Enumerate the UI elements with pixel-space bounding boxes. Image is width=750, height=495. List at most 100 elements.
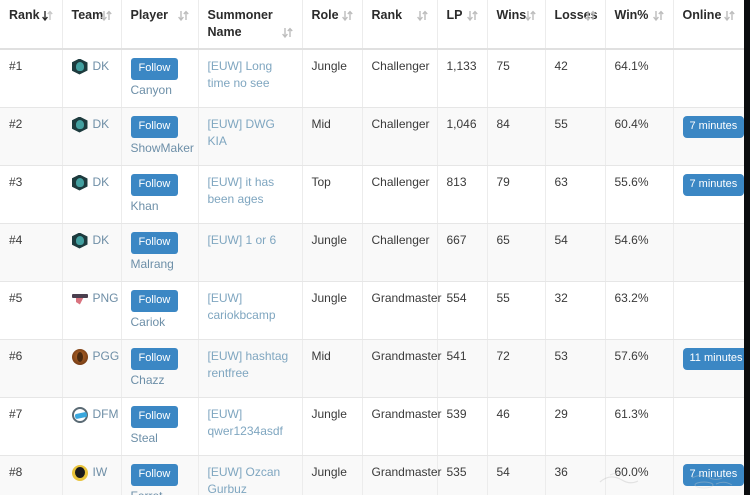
sort-both-icon[interactable]: [584, 10, 596, 23]
player-name-link[interactable]: Chazz: [130, 373, 165, 387]
cell-losses: 29: [545, 397, 606, 456]
table-row: #5 PNG Follow Cariok [EUW] cariokbcamp Jungle…: [0, 281, 745, 340]
cell-losses: 63: [545, 165, 606, 224]
cell-wins: 55: [487, 281, 546, 340]
cell-summoner-name[interactable]: [EUW] cariokbcamp: [198, 281, 303, 340]
cell-online: [673, 281, 745, 340]
cell-team[interactable]: DK: [62, 49, 122, 108]
player-name-link[interactable]: Malrang: [130, 257, 174, 271]
follow-button[interactable]: Follow: [130, 58, 179, 80]
cell-team[interactable]: PNG: [62, 281, 122, 340]
summoner-name-link[interactable]: [EUW] it has been ages: [207, 175, 275, 206]
sort-both-icon[interactable]: [652, 10, 664, 23]
team-abbr-label: IW: [92, 465, 108, 479]
summoner-name-link[interactable]: [EUW] Ozcan Gurbuz: [207, 465, 281, 495]
cell-online: 7 minutes: [673, 455, 745, 495]
follow-button[interactable]: Follow: [130, 464, 179, 486]
cell-role: Top: [302, 165, 363, 224]
dk-logo-icon: [71, 116, 88, 133]
follow-button[interactable]: Follow: [130, 116, 179, 138]
cell-lp: 1,046: [437, 107, 488, 166]
player-name-link[interactable]: Cariok: [130, 315, 166, 329]
player-name-link[interactable]: ShowMaker: [130, 141, 194, 155]
cell-rank: #2: [0, 107, 63, 166]
follow-button[interactable]: Follow: [130, 348, 179, 370]
sort-both-icon[interactable]: [177, 10, 189, 23]
column-header-losses[interactable]: Losses: [545, 0, 606, 50]
cell-summoner-name[interactable]: [EUW] 1 or 6: [198, 223, 303, 282]
follow-button[interactable]: Follow: [130, 174, 179, 196]
team-abbr-label: DK: [92, 59, 110, 73]
cell-player: Follow Chazz: [121, 339, 199, 398]
follow-button[interactable]: Follow: [130, 290, 179, 312]
dk-logo-icon: [71, 232, 88, 249]
sort-both-icon[interactable]: [341, 10, 353, 23]
cell-summoner-name[interactable]: [EUW] DWG KIA: [198, 107, 303, 166]
follow-button[interactable]: Follow: [130, 232, 179, 254]
column-header-lp[interactable]: LP: [437, 0, 488, 50]
player-name-link[interactable]: Canyon: [130, 83, 172, 97]
column-header-online[interactable]: Online: [673, 0, 745, 50]
table-row: #2 DK Follow ShowMaker [EUW] DWG KIA Mid Chall…: [0, 107, 745, 166]
cell-player: Follow Ferret: [121, 455, 199, 495]
summoner-name-link[interactable]: [EUW] 1 or 6: [207, 233, 277, 247]
sort-active-desc-icon[interactable]: [41, 10, 53, 23]
cell-summoner-name[interactable]: [EUW] Long time no see: [198, 49, 303, 108]
sort-both-icon[interactable]: [723, 10, 735, 23]
player-name-link[interactable]: Khan: [130, 199, 159, 213]
cell-summoner-name[interactable]: [EUW] Ozcan Gurbuz: [198, 455, 303, 495]
sort-both-icon[interactable]: [281, 27, 293, 40]
cell-tier: Grandmaster: [362, 455, 442, 495]
cell-summoner-name[interactable]: [EUW] hashtag rentfree: [198, 339, 303, 398]
cell-rank: #7: [0, 397, 63, 456]
cell-summoner-name[interactable]: [EUW] it has been ages: [198, 165, 303, 224]
cell-tier: Challenger: [362, 49, 438, 108]
summoner-name-link[interactable]: [EUW] hashtag rentfree: [207, 349, 289, 380]
player-name-link[interactable]: Steal: [130, 431, 158, 445]
column-header-winrate[interactable]: Win%: [605, 0, 674, 50]
summoner-name-link[interactable]: [EUW] qwer1234asdf: [207, 407, 283, 438]
column-header-tier[interactable]: Rank: [362, 0, 438, 50]
cell-player: Follow Canyon: [121, 49, 199, 108]
column-header-rank[interactable]: Rank: [0, 0, 63, 50]
dk-logo-icon: [71, 174, 88, 191]
column-header-wins[interactable]: Wins: [487, 0, 546, 50]
column-header-team[interactable]: Team: [62, 0, 122, 50]
summoner-name-link[interactable]: [EUW] Long time no see: [207, 59, 273, 90]
follow-button[interactable]: Follow: [130, 406, 179, 428]
cell-team[interactable]: DFM: [62, 397, 122, 456]
column-header-role[interactable]: Role: [302, 0, 363, 50]
cell-tier: Challenger: [362, 107, 438, 166]
cell-summoner-name[interactable]: [EUW] qwer1234asdf: [198, 397, 303, 456]
cell-player: Follow ShowMaker: [121, 107, 199, 166]
cell-team[interactable]: DK: [62, 223, 122, 282]
cell-team[interactable]: IW: [62, 455, 122, 495]
cell-online: 7 minutes: [673, 107, 745, 166]
online-status-badge: 7 minutes: [682, 116, 745, 138]
summoner-name-link[interactable]: [EUW] cariokbcamp: [207, 291, 276, 322]
cell-tier: Challenger: [362, 223, 438, 282]
column-header-summoner-name[interactable]: Summoner Name: [198, 0, 303, 50]
cell-tier: Grandmaster: [362, 339, 442, 398]
table-row: #7 DFM Follow Steal [EUW] qwer1234asdf Jungle…: [0, 397, 745, 456]
cell-role: Mid: [302, 107, 363, 166]
summoner-name-link[interactable]: [EUW] DWG KIA: [207, 117, 275, 148]
cell-rank: #5: [0, 281, 63, 340]
cell-tier: Challenger: [362, 165, 438, 224]
column-header-rank-label: Rank: [9, 8, 40, 22]
column-header-team-label: Team: [71, 8, 104, 22]
cell-team[interactable]: DK: [62, 107, 122, 166]
cell-online: [673, 49, 745, 108]
cell-lp: 535: [437, 455, 488, 495]
sort-both-icon[interactable]: [466, 10, 478, 23]
sort-both-icon[interactable]: [100, 10, 112, 23]
sort-both-icon[interactable]: [416, 10, 428, 23]
cell-winrate: 55.6%: [605, 165, 674, 224]
sort-both-icon[interactable]: [524, 10, 536, 23]
cell-team[interactable]: PGG: [62, 339, 122, 398]
column-header-player[interactable]: Player: [121, 0, 199, 50]
cell-team[interactable]: DK: [62, 165, 122, 224]
player-name-link[interactable]: Ferret: [131, 488, 189, 495]
